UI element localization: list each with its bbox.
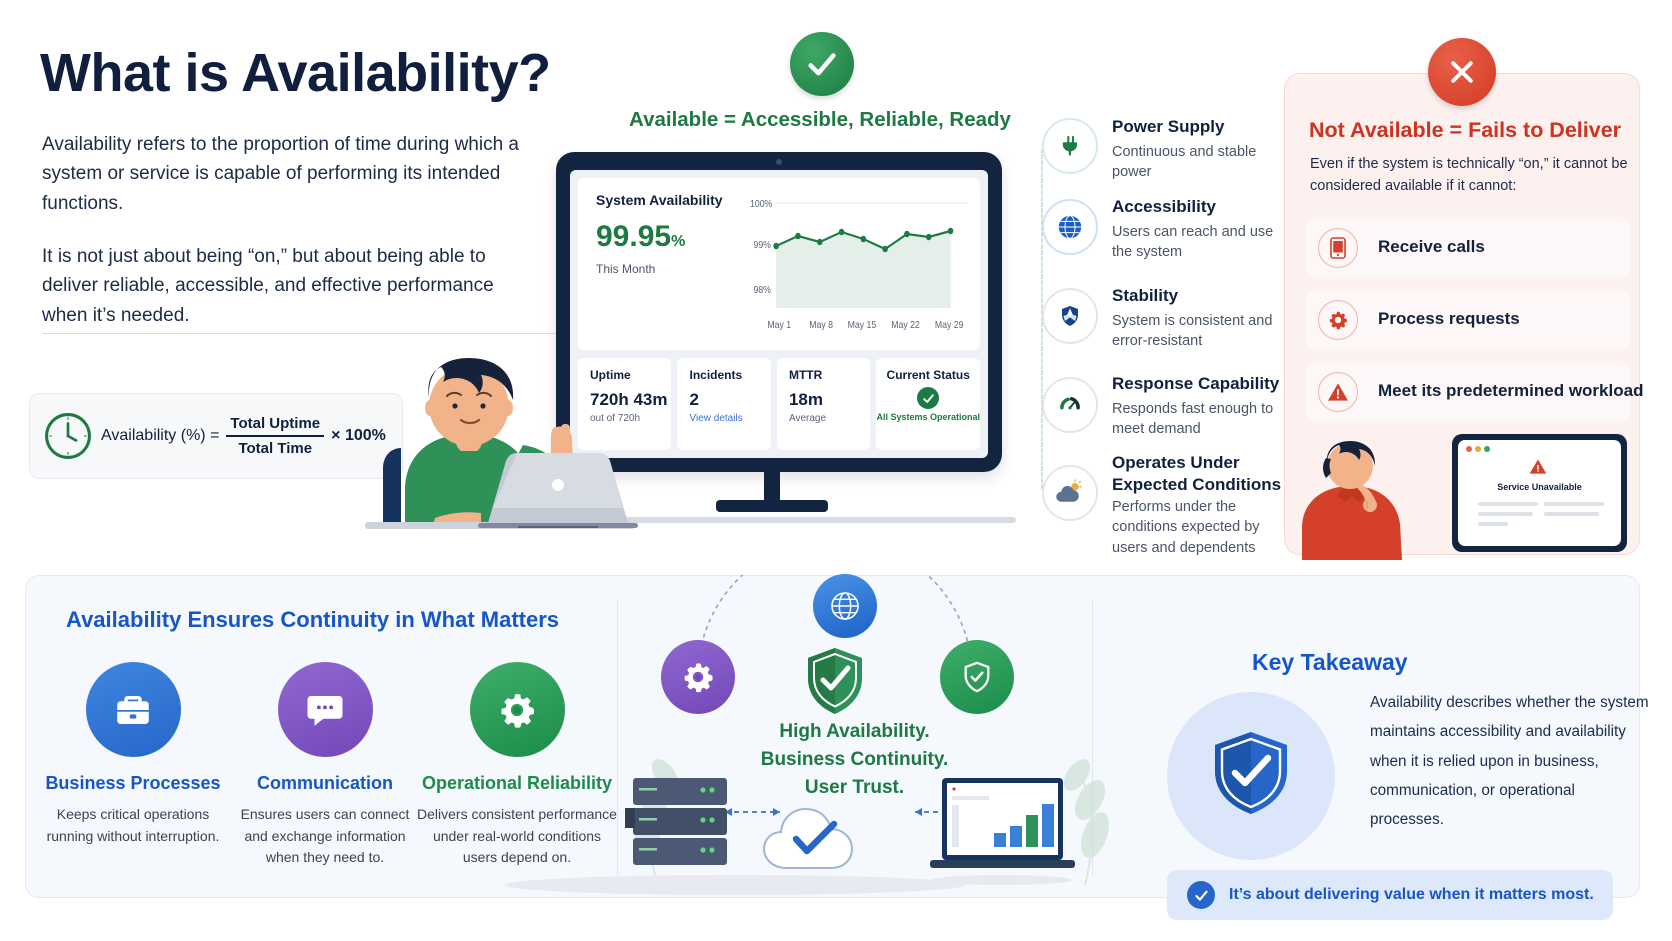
svg-text:99%: 99%: [753, 239, 770, 250]
svg-text:May 8: May 8: [809, 319, 833, 330]
svg-text:May 15: May 15: [848, 319, 877, 330]
svg-text:May 22: May 22: [891, 319, 920, 330]
svg-text:98%: 98%: [753, 284, 770, 295]
svg-text:May 29: May 29: [935, 319, 964, 330]
svg-text:May 1: May 1: [767, 319, 791, 330]
svg-text:100%: 100%: [750, 198, 772, 209]
